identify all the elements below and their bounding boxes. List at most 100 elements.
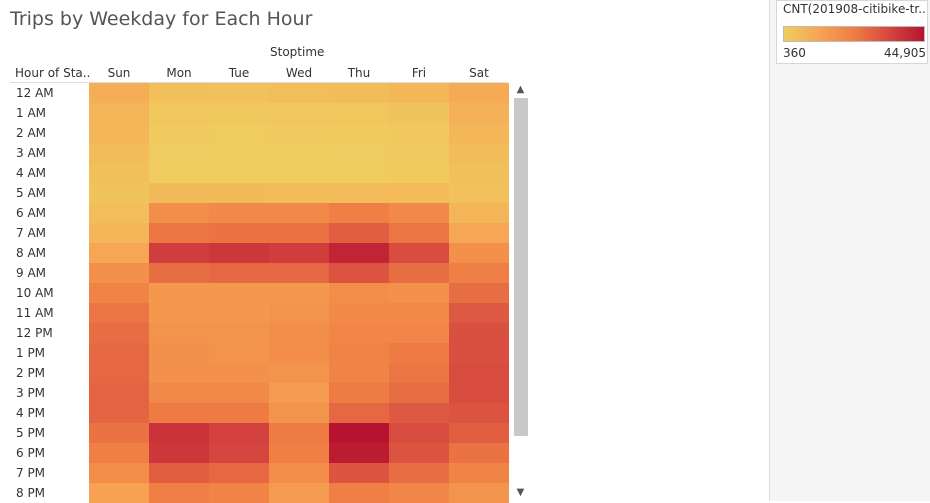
heatmap-cell[interactable]: [149, 143, 209, 163]
heatmap-cell[interactable]: [269, 103, 329, 123]
heatmap-cell[interactable]: [389, 283, 449, 303]
heatmap-cell[interactable]: [389, 203, 449, 223]
heatmap-cell[interactable]: [329, 243, 389, 263]
heatmap-cell[interactable]: [89, 183, 149, 203]
heatmap-cell[interactable]: [449, 363, 509, 383]
heatmap-cell[interactable]: [269, 323, 329, 343]
heatmap-cell[interactable]: [149, 243, 209, 263]
heatmap-cell[interactable]: [329, 163, 389, 183]
heatmap-cell[interactable]: [89, 483, 149, 503]
heatmap-cell[interactable]: [269, 403, 329, 423]
heatmap-cell[interactable]: [149, 283, 209, 303]
heatmap-cell[interactable]: [149, 463, 209, 483]
heatmap-cell[interactable]: [389, 183, 449, 203]
heatmap-cell[interactable]: [149, 303, 209, 323]
scrollbar-thumb[interactable]: [514, 98, 528, 436]
heatmap-cell[interactable]: [149, 203, 209, 223]
heatmap-cell[interactable]: [389, 423, 449, 443]
heatmap-cell[interactable]: [89, 323, 149, 343]
row-label[interactable]: 7 PM: [16, 466, 46, 480]
heatmap-cell[interactable]: [209, 323, 269, 343]
heatmap-cell[interactable]: [449, 463, 509, 483]
heatmap-cell[interactable]: [449, 403, 509, 423]
heatmap-cell[interactable]: [329, 183, 389, 203]
heatmap-cell[interactable]: [89, 303, 149, 323]
heatmap-cell[interactable]: [149, 183, 209, 203]
row-label[interactable]: 1 AM: [16, 106, 47, 120]
heatmap-cell[interactable]: [329, 303, 389, 323]
heatmap-cell[interactable]: [389, 383, 449, 403]
heatmap-cell[interactable]: [89, 203, 149, 223]
heatmap-cell[interactable]: [209, 283, 269, 303]
heatmap-cell[interactable]: [329, 323, 389, 343]
row-label[interactable]: 3 PM: [16, 386, 46, 400]
heatmap-cell[interactable]: [329, 223, 389, 243]
row-label[interactable]: 5 AM: [16, 186, 47, 200]
heatmap-cell[interactable]: [269, 383, 329, 403]
heatmap-cell[interactable]: [209, 223, 269, 243]
heatmap-cell[interactable]: [329, 143, 389, 163]
heatmap-cell[interactable]: [209, 83, 269, 103]
heatmap-cell[interactable]: [89, 403, 149, 423]
heatmap-cell[interactable]: [329, 483, 389, 503]
heatmap-cell[interactable]: [389, 483, 449, 503]
heatmap-cell[interactable]: [209, 363, 269, 383]
heatmap-cell[interactable]: [209, 443, 269, 463]
heatmap-cell[interactable]: [89, 123, 149, 143]
heatmap-cell[interactable]: [209, 263, 269, 283]
row-label[interactable]: 4 PM: [16, 406, 46, 420]
heatmap-cell[interactable]: [269, 143, 329, 163]
row-label[interactable]: 2 PM: [16, 366, 46, 380]
heatmap-cell[interactable]: [269, 343, 329, 363]
heatmap-cell[interactable]: [89, 223, 149, 243]
heatmap-cell[interactable]: [449, 183, 509, 203]
heatmap-cell[interactable]: [329, 83, 389, 103]
heatmap-cell[interactable]: [389, 323, 449, 343]
heatmap-cell[interactable]: [89, 263, 149, 283]
heatmap-cell[interactable]: [389, 263, 449, 283]
heatmap-cell[interactable]: [209, 203, 269, 223]
row-label[interactable]: 12 AM: [16, 86, 54, 100]
heatmap-cell[interactable]: [389, 403, 449, 423]
heatmap-cell[interactable]: [449, 83, 509, 103]
heatmap-cell[interactable]: [209, 143, 269, 163]
heatmap-cell[interactable]: [269, 423, 329, 443]
heatmap-cell[interactable]: [449, 423, 509, 443]
scroll-down-icon[interactable]: ▼: [516, 487, 525, 498]
heatmap-cell[interactable]: [149, 263, 209, 283]
heatmap-cell[interactable]: [329, 203, 389, 223]
heatmap-cell[interactable]: [89, 463, 149, 483]
row-label[interactable]: 1 PM: [16, 346, 46, 360]
heatmap-cell[interactable]: [449, 343, 509, 363]
heatmap-cell[interactable]: [209, 303, 269, 323]
column-label-wed[interactable]: Wed: [285, 66, 313, 80]
heatmap-cell[interactable]: [449, 103, 509, 123]
row-label[interactable]: 7 AM: [16, 226, 47, 240]
heatmap-cell[interactable]: [89, 363, 149, 383]
heatmap-cell[interactable]: [389, 223, 449, 243]
heatmap-cell[interactable]: [329, 343, 389, 363]
heatmap-cell[interactable]: [209, 403, 269, 423]
heatmap-cell[interactable]: [449, 323, 509, 343]
column-label-thu[interactable]: Thu: [347, 66, 371, 80]
heatmap-cell[interactable]: [89, 103, 149, 123]
heatmap-cell[interactable]: [329, 123, 389, 143]
heatmap-cell[interactable]: [329, 103, 389, 123]
heatmap-cell[interactable]: [269, 483, 329, 503]
heatmap-cell[interactable]: [269, 183, 329, 203]
heatmap-cell[interactable]: [89, 243, 149, 263]
heatmap-cell[interactable]: [209, 103, 269, 123]
heatmap-cell[interactable]: [389, 463, 449, 483]
heatmap-cell[interactable]: [329, 463, 389, 483]
row-label[interactable]: 3 AM: [16, 146, 47, 160]
heatmap-cell[interactable]: [269, 83, 329, 103]
row-label[interactable]: 2 AM: [16, 126, 47, 140]
heatmap-cell[interactable]: [329, 283, 389, 303]
heatmap-cell[interactable]: [209, 163, 269, 183]
heatmap-cell[interactable]: [149, 423, 209, 443]
heatmap-cell[interactable]: [389, 103, 449, 123]
heatmap-cell[interactable]: [209, 463, 269, 483]
row-label[interactable]: 10 AM: [16, 286, 54, 300]
heatmap-cell[interactable]: [149, 483, 209, 503]
row-axis-title[interactable]: Hour of Sta..: [15, 66, 91, 80]
